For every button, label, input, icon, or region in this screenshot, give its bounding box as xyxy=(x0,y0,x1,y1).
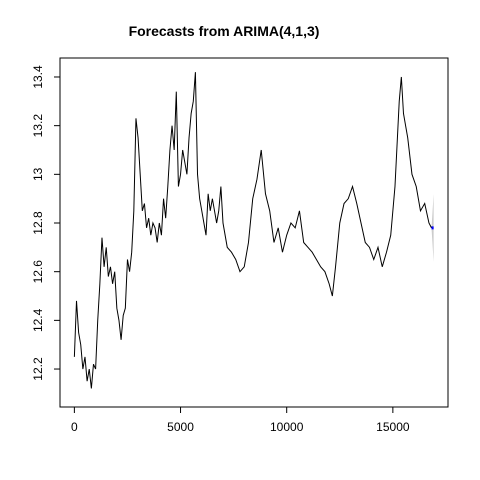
x-tick-label: 15000 xyxy=(376,420,410,434)
y-tick-label: 12.8 xyxy=(31,211,45,235)
chart-title: Forecasts from ARIMA(4,1,3) xyxy=(129,23,320,39)
y-tick-label: 12.6 xyxy=(31,260,45,284)
x-tick-label: 0 xyxy=(71,420,78,434)
y-tick-label: 13.2 xyxy=(31,114,45,138)
x-tick-label: 10000 xyxy=(270,420,304,434)
plot-box xyxy=(59,57,449,408)
y-tick-label: 12.4 xyxy=(31,308,45,332)
y-tick-label: 12.2 xyxy=(31,357,45,381)
y-tick-label: 13 xyxy=(31,167,45,181)
series-line xyxy=(73,72,432,389)
y-tick-label: 13.4 xyxy=(31,65,45,89)
x-tick-label: 5000 xyxy=(167,420,194,434)
